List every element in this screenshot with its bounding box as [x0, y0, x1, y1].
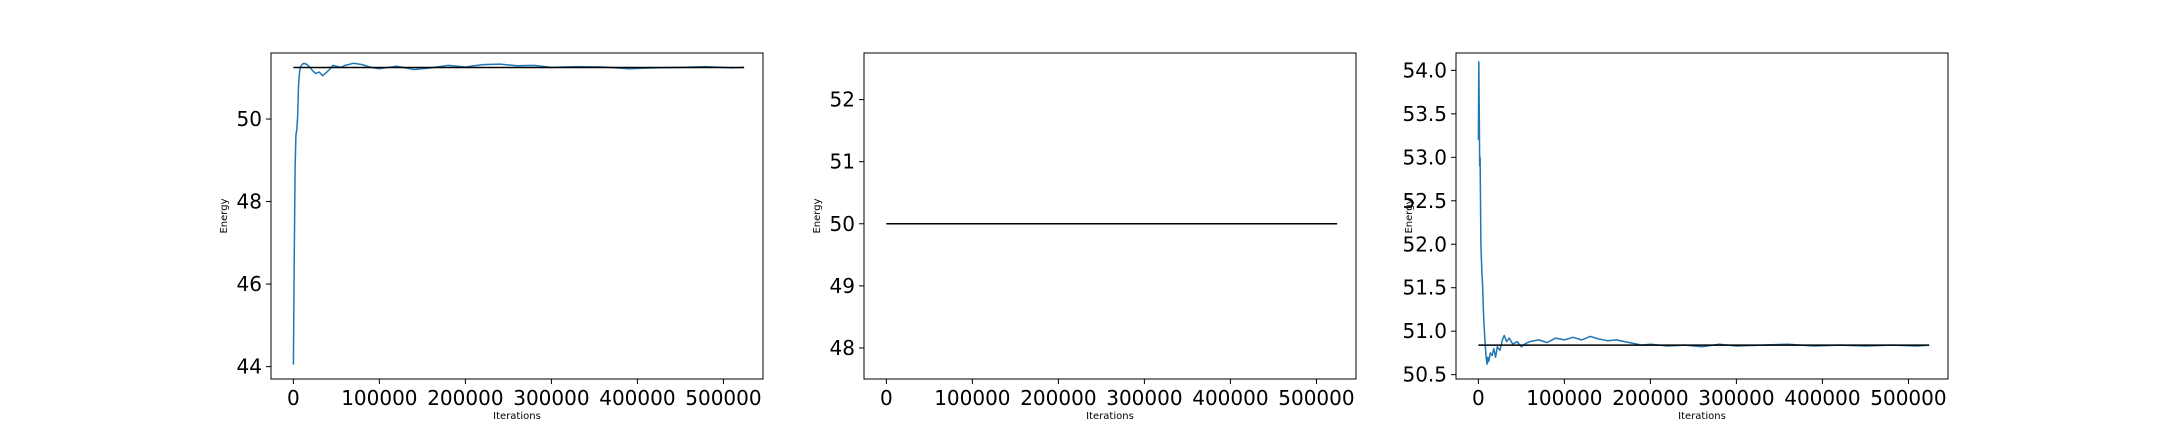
y-tick-label: 52.0	[1402, 232, 1447, 256]
energy-series-line	[1477, 60, 1930, 365]
x-tick-label: 400000	[599, 386, 675, 410]
plot-frame	[270, 52, 764, 380]
chart-panel-3: 0 100000 200000 300000 400000 500000 50.5 51.0 5…	[1402, 52, 1949, 422]
y-tick-label: 50	[830, 212, 855, 236]
y-tick-label: 52	[830, 88, 855, 112]
energy-series-line	[292, 62, 745, 365]
x-tick-label: 500000	[1278, 386, 1354, 410]
x-axis-label: Iterations	[493, 411, 541, 422]
y-tick-label: 50	[237, 107, 262, 131]
y-tick-label: 44	[237, 355, 262, 379]
x-tick-label: 0	[287, 386, 300, 410]
x-tick-label: 100000	[934, 386, 1010, 410]
x-axis-label: Iterations	[1086, 411, 1134, 422]
y-tick-label: 51	[830, 150, 855, 174]
x-tick-label: 200000	[1020, 386, 1096, 410]
y-tick-label: 52.5	[1402, 189, 1447, 213]
y-tick-label: 48	[830, 336, 855, 360]
y-tick-label: 54.0	[1402, 58, 1447, 82]
x-tick-label: 500000	[685, 386, 761, 410]
y-axis-label: Energy	[812, 198, 823, 233]
y-tick-label: 46	[237, 272, 262, 296]
x-tick-label: 0	[880, 386, 893, 410]
y-axis-label: Energy	[219, 198, 230, 233]
x-tick-label: 100000	[1526, 386, 1602, 410]
x-tick-label: 300000	[1698, 386, 1774, 410]
x-tick-label: 300000	[513, 386, 589, 410]
x-tick-label: 300000	[1106, 386, 1182, 410]
chart-panel-1: 0 100000 200000 300000 400000 500000 44 46 48 50 I…	[219, 52, 764, 422]
plot-frame	[863, 52, 1357, 380]
x-tick-label: 0	[1472, 386, 1485, 410]
y-tick-label: 51.5	[1402, 276, 1447, 300]
x-tick-label: 400000	[1784, 386, 1860, 410]
y-tick-label: 48	[237, 190, 262, 214]
chart-panel-2: 0 100000 200000 300000 400000 500000 48 49 50 51 5…	[812, 52, 1357, 422]
x-tick-label: 100000	[341, 386, 417, 410]
x-tick-label: 500000	[1870, 386, 1946, 410]
x-axis-label: Iterations	[1678, 411, 1726, 422]
y-tick-label: 53.0	[1402, 145, 1447, 169]
y-tick-label: 49	[830, 274, 855, 298]
y-tick-label: 53.5	[1402, 102, 1447, 126]
plot-frame	[1455, 52, 1949, 380]
y-axis-label: Energy	[1404, 198, 1415, 233]
y-tick-label: 51.0	[1402, 319, 1447, 343]
x-tick-label: 200000	[427, 386, 503, 410]
y-tick-label: 50.5	[1402, 363, 1447, 387]
x-tick-label: 200000	[1612, 386, 1688, 410]
x-tick-label: 400000	[1192, 386, 1268, 410]
